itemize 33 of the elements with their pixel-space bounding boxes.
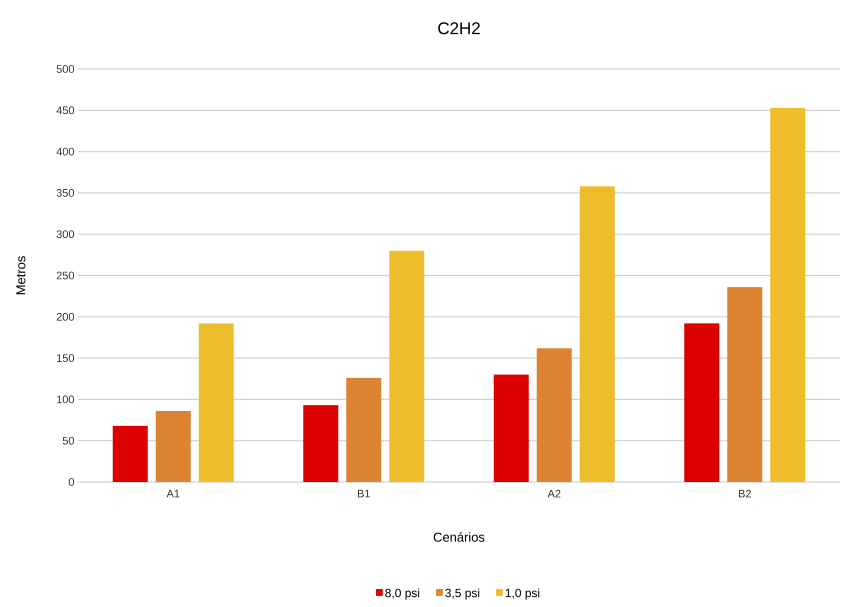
bar [494,374,529,482]
y-tick-label: 150 [57,354,74,362]
x-tick-label: A2 [548,490,560,498]
y-tick-label: 100 [57,396,74,404]
x-tick-label: A1 [166,490,180,498]
bar [198,323,234,482]
y-tick-label: 50 [62,436,74,445]
bar [112,426,148,482]
y-tick-label: 300 [56,230,74,238]
chart-title: C2H2 [438,22,480,34]
bar [303,405,338,482]
x-tick-label: B1 [358,490,370,498]
y-tick-label: 250 [56,272,74,280]
legend-label: 8,0 psi [385,588,420,600]
x-axis-title: Cenários [434,532,484,542]
bar [727,287,762,482]
x-tick-label: B2 [738,490,751,498]
y-tick-label: 400 [56,148,74,156]
bar [156,410,191,482]
bar [346,378,382,482]
y-tick-label: 0 [68,478,74,486]
bar [580,186,615,482]
bar [536,348,572,482]
bar [684,323,720,482]
y-tick-label: 450 [56,106,74,114]
y-axis-title: Metros [16,256,26,294]
y-tick-label: 350 [56,189,74,197]
bar [770,108,806,482]
y-tick-label: 500 [56,65,74,73]
y-tick-label: 200 [56,312,74,321]
bar [389,250,424,482]
legend-label: 1,0 psi [506,588,540,600]
legend-label: 3,5 psi [445,588,480,600]
